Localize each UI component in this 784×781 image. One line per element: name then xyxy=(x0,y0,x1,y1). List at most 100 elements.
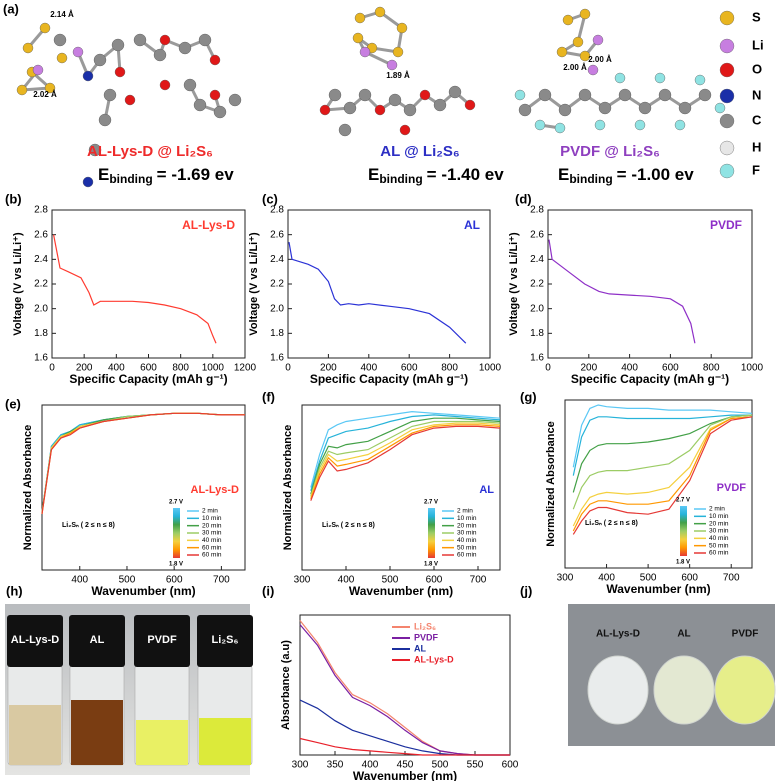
y-axis-label: Normalized Absorbance xyxy=(282,425,294,551)
vial-label: AL xyxy=(90,634,105,646)
series-line xyxy=(572,416,753,527)
panel-label: (f) xyxy=(262,389,275,404)
x-tick-label: 800 xyxy=(172,363,189,374)
series-line xyxy=(41,412,245,514)
legend-label: F xyxy=(752,162,760,177)
y-tick-label: 2.6 xyxy=(34,229,48,240)
y-tick-label: 2.0 xyxy=(270,303,284,314)
panel-label: (h) xyxy=(6,583,23,598)
atom xyxy=(572,36,584,48)
y-tick-label: 1.6 xyxy=(270,353,284,364)
x-tick-label: 0 xyxy=(545,363,551,374)
legend-label: AL xyxy=(414,643,426,653)
y-tick-label: 2.2 xyxy=(34,279,48,290)
x-tick-label: 500 xyxy=(640,573,657,584)
atom xyxy=(193,98,207,112)
annotation: Li₂Sₙ ( 2 ≤ n ≤ 8) xyxy=(585,520,638,527)
x-tick-label: 1000 xyxy=(741,363,764,374)
electrode-label: AL xyxy=(677,629,690,640)
electrode xyxy=(714,655,776,725)
energy-symbol: E xyxy=(558,165,569,184)
atom xyxy=(183,78,197,92)
y-tick-label: 2.4 xyxy=(34,254,48,265)
atom xyxy=(213,105,227,119)
panel-label: (a) xyxy=(3,1,19,16)
y-tick-label: 1.6 xyxy=(34,353,48,364)
legend-label: Li xyxy=(752,37,764,52)
legend-label: 40 min xyxy=(709,535,729,542)
legend-label: 60 min xyxy=(709,550,729,557)
legend-label: 60 min xyxy=(457,552,477,559)
vial-liquid xyxy=(71,700,123,765)
atom xyxy=(343,101,357,115)
legend-label: 40 min xyxy=(457,537,477,544)
x-tick-label: 400 xyxy=(360,363,377,374)
colorbar-label: 2.7 V xyxy=(169,500,183,506)
y-tick-label: 2.6 xyxy=(270,229,284,240)
vial-cap xyxy=(7,615,63,667)
y-tick-label: 1.8 xyxy=(530,328,544,339)
y-tick-label: 2.4 xyxy=(530,254,544,265)
atom xyxy=(698,88,712,102)
atom xyxy=(714,102,726,114)
x-tick-label: 700 xyxy=(723,573,740,584)
panel-label: (j) xyxy=(520,583,532,598)
energy-value: = -1.40 ev xyxy=(427,165,505,184)
y-axis-label: Normalized Absorbance xyxy=(545,421,557,547)
legend-label: 20 min xyxy=(709,520,729,527)
x-tick-label: 400 xyxy=(362,760,379,771)
atom xyxy=(556,46,568,58)
atom xyxy=(98,113,112,127)
series-line xyxy=(41,412,245,513)
vial-cap xyxy=(134,615,190,667)
x-tick-label: 0 xyxy=(285,363,291,374)
series-line xyxy=(288,241,467,344)
plot-frame xyxy=(564,399,753,569)
legend-label: 30 min xyxy=(457,530,477,537)
atom xyxy=(592,34,604,46)
series-line xyxy=(299,620,510,756)
legend-label: 40 min xyxy=(202,537,222,544)
y-tick-label: 2.0 xyxy=(34,303,48,314)
vial-label: PVDF xyxy=(147,634,177,646)
series-label: PVDF xyxy=(710,218,742,232)
series-line xyxy=(41,412,245,514)
atom xyxy=(578,88,592,102)
x-axis-label: Wavenumber (nm) xyxy=(606,582,710,596)
energy-subscript: binding xyxy=(379,172,422,186)
atom xyxy=(433,98,447,112)
y-tick-label: 2.2 xyxy=(530,279,544,290)
atom xyxy=(674,119,686,131)
x-tick-label: 600 xyxy=(681,573,698,584)
atom xyxy=(178,41,192,55)
atom xyxy=(694,74,706,86)
electrode xyxy=(653,655,715,725)
atom xyxy=(388,93,402,107)
y-tick-label: 2.4 xyxy=(270,254,284,265)
atom xyxy=(558,103,572,117)
energy-value: = -1.00 ev xyxy=(617,165,695,184)
colorbar-label: 2.7 V xyxy=(424,500,438,506)
legend-label: 2 min xyxy=(457,508,473,515)
atom xyxy=(448,85,462,99)
atom xyxy=(587,64,599,76)
atom xyxy=(594,119,606,131)
x-tick-label: 700 xyxy=(213,575,230,586)
legend-label: 30 min xyxy=(202,530,222,537)
series-line xyxy=(572,414,752,476)
binding-energy: Ebinding = -1.00 ev xyxy=(558,165,694,186)
atom xyxy=(392,46,404,58)
x-tick-label: 1200 xyxy=(234,363,257,374)
atom xyxy=(338,123,352,137)
chart-title: AL xyxy=(479,484,494,496)
legend-label: 50 min xyxy=(709,542,729,549)
atom xyxy=(658,88,672,102)
energy-symbol: E xyxy=(368,165,379,184)
atom xyxy=(22,42,34,54)
plot-frame xyxy=(547,209,753,359)
bond-distance: 2.02 Å xyxy=(33,90,57,99)
x-tick-label: 350 xyxy=(327,760,344,771)
x-tick-label: 550 xyxy=(467,760,484,771)
x-tick-label: 450 xyxy=(397,760,414,771)
